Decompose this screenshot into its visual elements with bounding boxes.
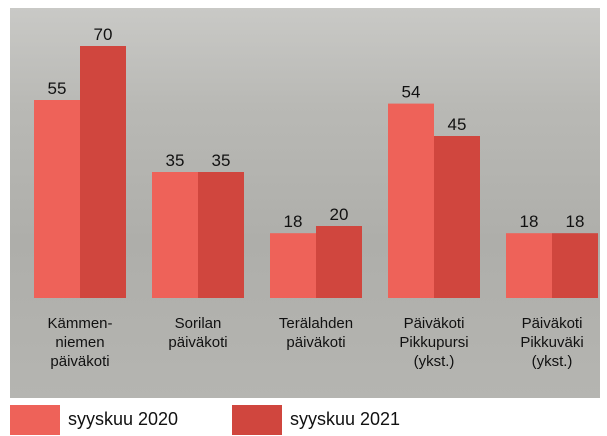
bar (80, 46, 126, 298)
bar (506, 233, 552, 298)
bar (198, 172, 244, 298)
bar (388, 103, 434, 298)
x-tick-label: Sorilan päiväkoti (168, 315, 228, 351)
value-label: 18 (520, 212, 539, 231)
bar (316, 226, 362, 298)
value-label: 18 (566, 212, 585, 231)
x-tick-label: Päiväkoti Pikkuväki (ykst.) (520, 315, 584, 370)
x-tick-label: Terälahden päiväkoti (278, 315, 354, 351)
value-label: 70 (94, 25, 113, 44)
bar (434, 136, 480, 298)
value-label: 45 (448, 115, 467, 134)
value-label: 20 (330, 205, 349, 224)
legend-label: syyskuu 2021 (290, 409, 401, 429)
bar (152, 172, 198, 298)
x-tick-label: Päiväkoti Pikkupursi (ykst.) (399, 315, 469, 370)
x-tick-label: Kämmen- niemen päiväkoti (47, 315, 113, 370)
bar (270, 233, 316, 298)
legend-swatch (232, 405, 282, 435)
value-label: 35 (212, 151, 231, 170)
bar (34, 100, 80, 298)
value-label: 55 (48, 79, 67, 98)
bar (552, 233, 598, 298)
legend-label: syyskuu 2020 (68, 409, 179, 429)
value-label: 35 (166, 151, 185, 170)
legend-swatch (10, 405, 60, 435)
value-label: 54 (402, 83, 421, 102)
value-label: 18 (284, 212, 303, 231)
